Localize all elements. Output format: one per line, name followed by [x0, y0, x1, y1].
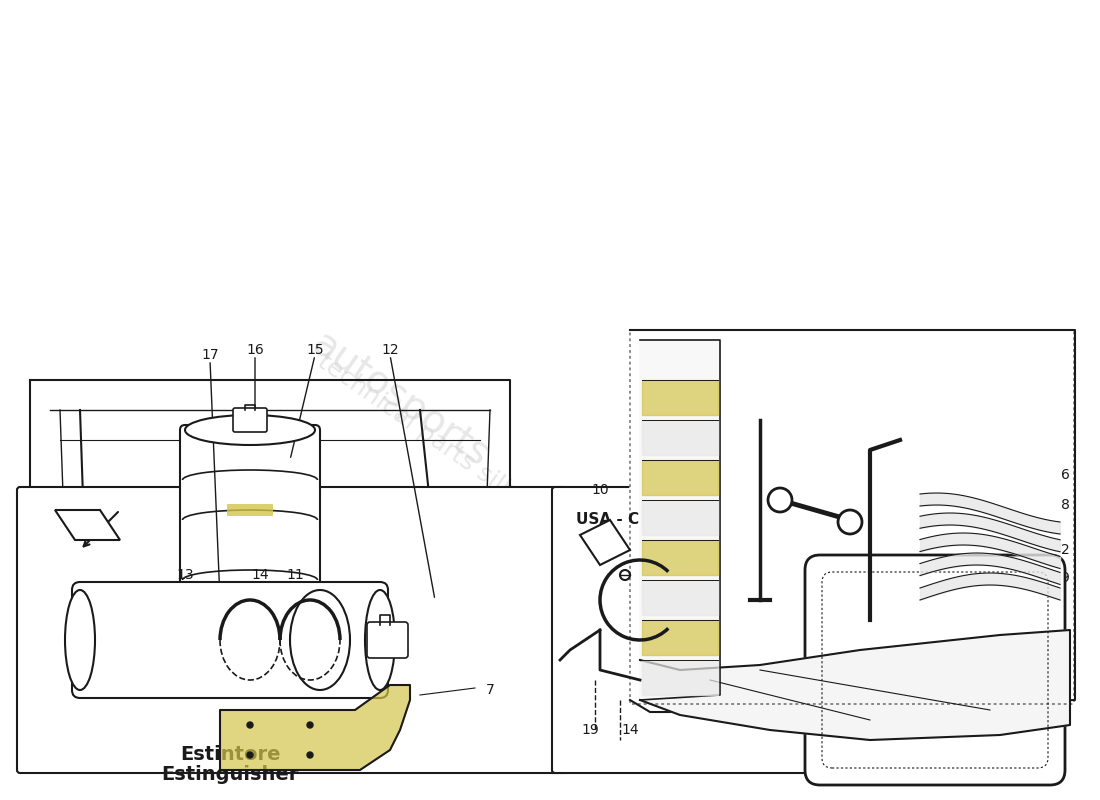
Text: USA - CDN: USA - CDN [575, 513, 664, 527]
FancyBboxPatch shape [367, 622, 408, 658]
Text: 12: 12 [382, 343, 399, 357]
Polygon shape [195, 645, 305, 670]
Text: 17: 17 [201, 348, 219, 362]
Text: 14: 14 [621, 723, 639, 737]
Circle shape [838, 510, 862, 534]
Circle shape [248, 722, 253, 728]
FancyBboxPatch shape [72, 582, 388, 698]
Text: Estintore: Estintore [179, 746, 280, 765]
Polygon shape [30, 380, 510, 765]
Ellipse shape [185, 415, 315, 445]
Polygon shape [580, 520, 630, 565]
Text: 4: 4 [671, 645, 680, 659]
Text: 5: 5 [656, 563, 664, 577]
Text: ferrari: ferrari [913, 623, 957, 637]
Ellipse shape [65, 590, 95, 690]
Circle shape [768, 488, 792, 512]
Text: 6: 6 [1060, 468, 1069, 482]
Text: 8: 8 [1060, 498, 1069, 512]
Text: 16: 16 [246, 343, 264, 357]
Text: 14: 14 [251, 568, 268, 582]
Polygon shape [642, 620, 718, 655]
Ellipse shape [290, 590, 350, 690]
Circle shape [307, 752, 314, 758]
FancyBboxPatch shape [805, 555, 1065, 785]
Text: 13: 13 [176, 568, 194, 582]
Polygon shape [642, 500, 718, 535]
Circle shape [248, 752, 253, 758]
Text: 1: 1 [996, 583, 1004, 597]
Text: 7: 7 [485, 683, 494, 697]
FancyBboxPatch shape [180, 425, 320, 635]
Text: 10: 10 [591, 483, 608, 497]
Text: 18: 18 [651, 615, 669, 629]
Text: 9: 9 [1060, 571, 1069, 585]
Polygon shape [630, 330, 1075, 712]
Text: 15: 15 [306, 343, 323, 357]
Ellipse shape [185, 615, 315, 645]
FancyBboxPatch shape [552, 487, 948, 773]
Polygon shape [642, 540, 718, 575]
Text: technical parts silhouette: technical parts silhouette [312, 349, 587, 551]
Polygon shape [642, 580, 718, 615]
Polygon shape [642, 380, 718, 415]
Polygon shape [642, 660, 718, 695]
FancyBboxPatch shape [16, 487, 568, 773]
Text: Estinguisher: Estinguisher [162, 766, 299, 785]
Circle shape [620, 570, 630, 580]
FancyBboxPatch shape [227, 584, 273, 596]
Text: autosports: autosports [305, 325, 496, 475]
Polygon shape [55, 510, 120, 540]
FancyBboxPatch shape [233, 408, 267, 432]
Text: 11: 11 [286, 568, 304, 582]
Text: 3: 3 [656, 585, 664, 599]
Polygon shape [220, 685, 410, 770]
Text: 2: 2 [1060, 543, 1069, 557]
Polygon shape [640, 630, 1070, 740]
Polygon shape [642, 460, 718, 495]
Text: 19: 19 [581, 723, 598, 737]
Polygon shape [230, 670, 330, 750]
Ellipse shape [365, 590, 395, 690]
Polygon shape [642, 420, 718, 455]
FancyBboxPatch shape [227, 504, 273, 516]
Circle shape [307, 722, 314, 728]
Polygon shape [640, 340, 720, 700]
